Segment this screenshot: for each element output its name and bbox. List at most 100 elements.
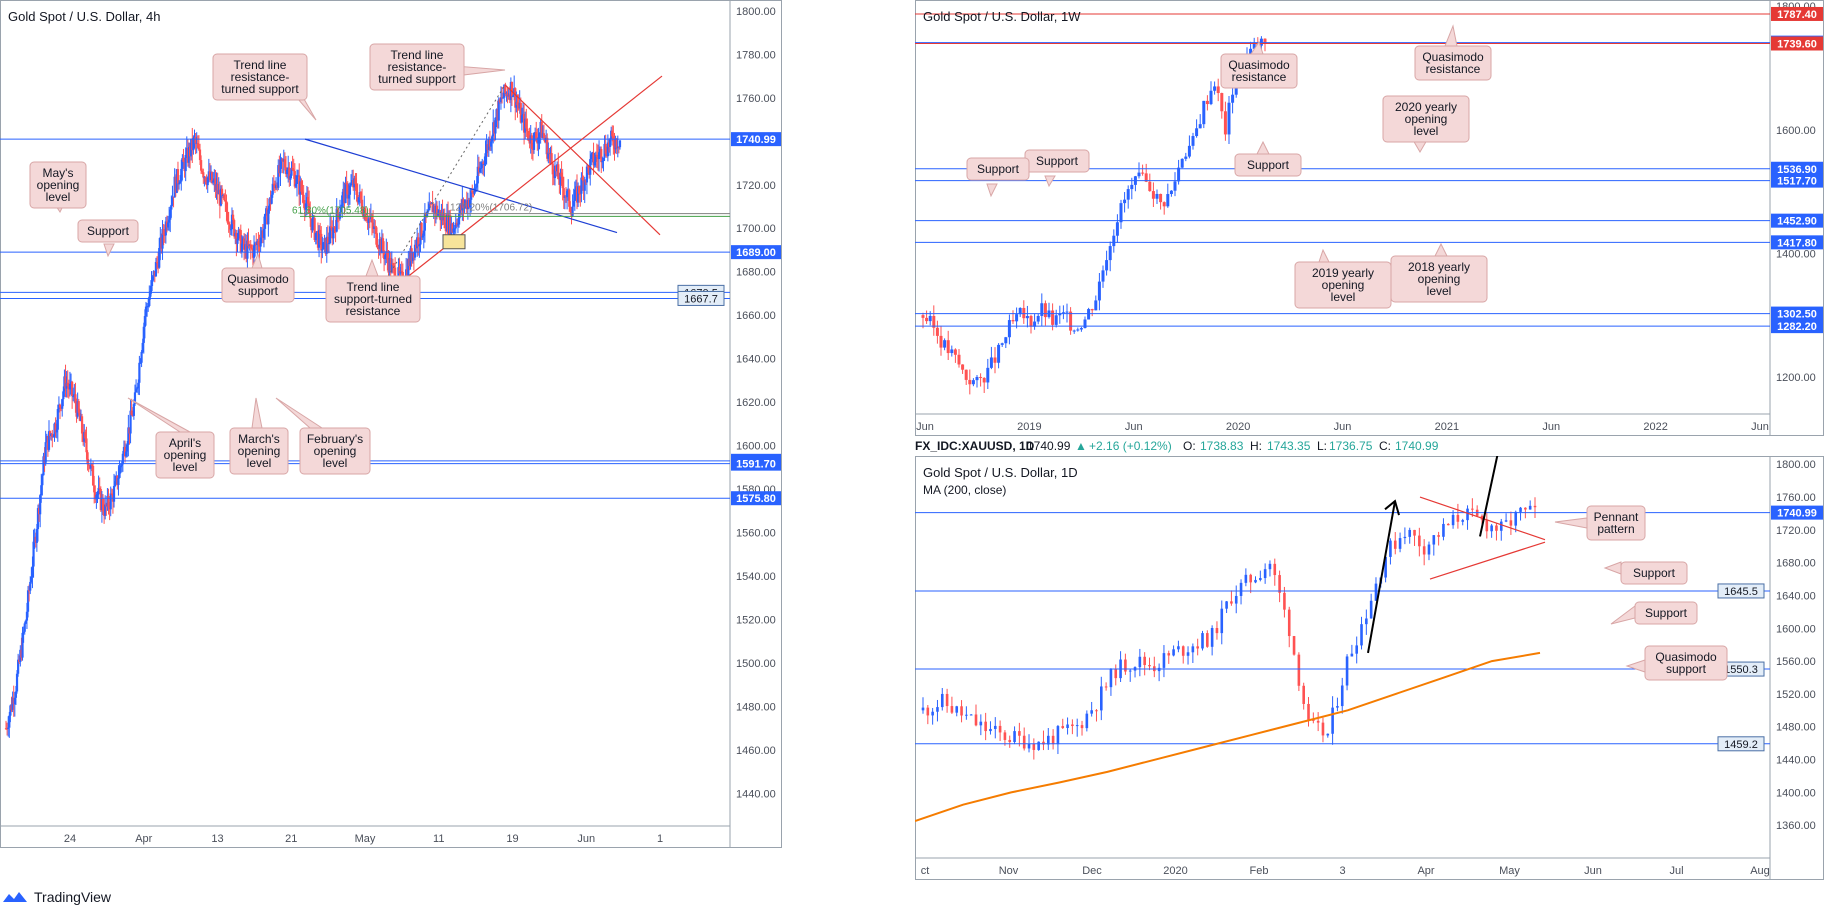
candle-body [606,142,609,157]
candle-body [252,245,256,258]
candle-body [1169,190,1173,195]
candle-body [176,169,180,184]
annotation-callout: Support [966,157,1030,198]
candle-body [517,105,520,109]
candle-body [56,409,59,430]
candle-body [1442,523,1445,537]
d1-close: 1740.99 [1395,439,1439,453]
chart-1d-svg[interactable]: 1800.00 1760.00 1720.00 1680.00 1640.00 1600.… [915,456,1824,880]
candle-body [928,315,932,322]
candle-body [263,214,267,229]
candle-body [1312,719,1315,721]
candle-body [391,263,395,266]
candle-body [371,222,375,229]
candle-body [950,706,954,713]
candle-body [386,251,389,261]
candle-body [366,220,369,223]
candle-body [1114,668,1118,679]
candle-body [1422,546,1426,555]
candle-body [542,133,546,138]
x-tick-label: Apr [135,833,152,845]
candle-body [1485,519,1489,532]
candle-body [283,159,286,168]
candle-body [586,166,590,168]
candle-body [982,377,986,383]
candle-body [1151,191,1155,199]
y-tick-label: 1680.00 [736,267,776,279]
chart-1w-svg[interactable]: 1800.001600.001400.001200.00Jun2019Jun20… [915,0,1824,436]
candle-body [1003,732,1007,740]
price-badge-label: 1739.60 [1777,39,1817,51]
candle-body [939,335,943,348]
candle-body [173,176,176,198]
candle-body [327,243,331,245]
candle-body [936,707,939,712]
candle-body [214,178,217,191]
candle-body [65,382,68,389]
candle-body [1172,649,1175,656]
candle-body [378,239,381,249]
callout-box [966,157,1030,181]
candle-body [575,186,579,203]
candle-body [236,238,239,244]
candle-body [597,152,601,160]
callout-text: level [1331,290,1356,304]
candle-body [130,410,133,416]
candle-body [162,229,165,235]
candle-body [153,270,156,277]
candle-body [1198,124,1202,129]
candle-body [596,156,600,160]
candle-body [482,162,485,165]
candle-body [349,183,353,186]
chart-4h[interactable]: 1800.001780.001760.001740.001720.001700.… [0,0,782,848]
candle-body [21,632,24,658]
candle-body [39,495,42,515]
callout-text: Trend line [347,280,400,294]
candle-body [216,184,219,195]
callout-text: opening [164,448,207,462]
candle-body [428,203,431,211]
candle-body [91,465,95,486]
candle-body [58,404,62,408]
candle-body [468,199,472,208]
candle-body [29,581,32,591]
candle-body [438,210,441,213]
candle-body [293,171,296,187]
candle-body [1393,540,1397,549]
candle-body [484,153,487,165]
candle-body [965,714,968,716]
y-tick-label: 1800.00 [1776,459,1816,471]
candle-body [302,194,305,204]
fib-dotted-line [374,84,506,299]
candle-body [1446,523,1450,526]
candle-body [1000,343,1004,345]
candle-body [1079,328,1083,330]
candle-body [1259,578,1262,580]
candle-body [336,208,339,215]
tradingview-brand[interactable]: TradingView [2,886,111,908]
candle-body [1345,656,1349,686]
candle-body [137,382,140,389]
candle-body [536,138,539,144]
candle-body [23,623,26,632]
y-tick-label: 1640.00 [1776,590,1816,602]
candle-body [138,362,141,383]
annotation-callout: Support [77,219,139,258]
callout-text: level [247,456,272,470]
x-tick-label: Jun [1751,421,1769,433]
candle-body [247,240,250,247]
candle-body [595,154,598,157]
candle-body [971,380,975,385]
candle-body [248,244,251,247]
candle-body [921,315,925,318]
callout-text: opening [1322,278,1365,292]
candle-body [145,306,149,308]
chart-1d[interactable]: 1800.00 1760.00 1720.00 1680.00 1640.00 1600.… [915,456,1824,880]
candle-body [71,381,74,397]
candle-body [243,238,246,250]
candle-body [74,394,77,404]
chart-4h-svg[interactable]: 1800.001780.001760.001740.001720.001700.… [0,0,782,848]
candle-body [345,182,348,185]
chart-1w[interactable]: 1800.001600.001400.001200.00Jun2019Jun20… [915,0,1824,436]
callout-text: Support [1633,566,1676,580]
